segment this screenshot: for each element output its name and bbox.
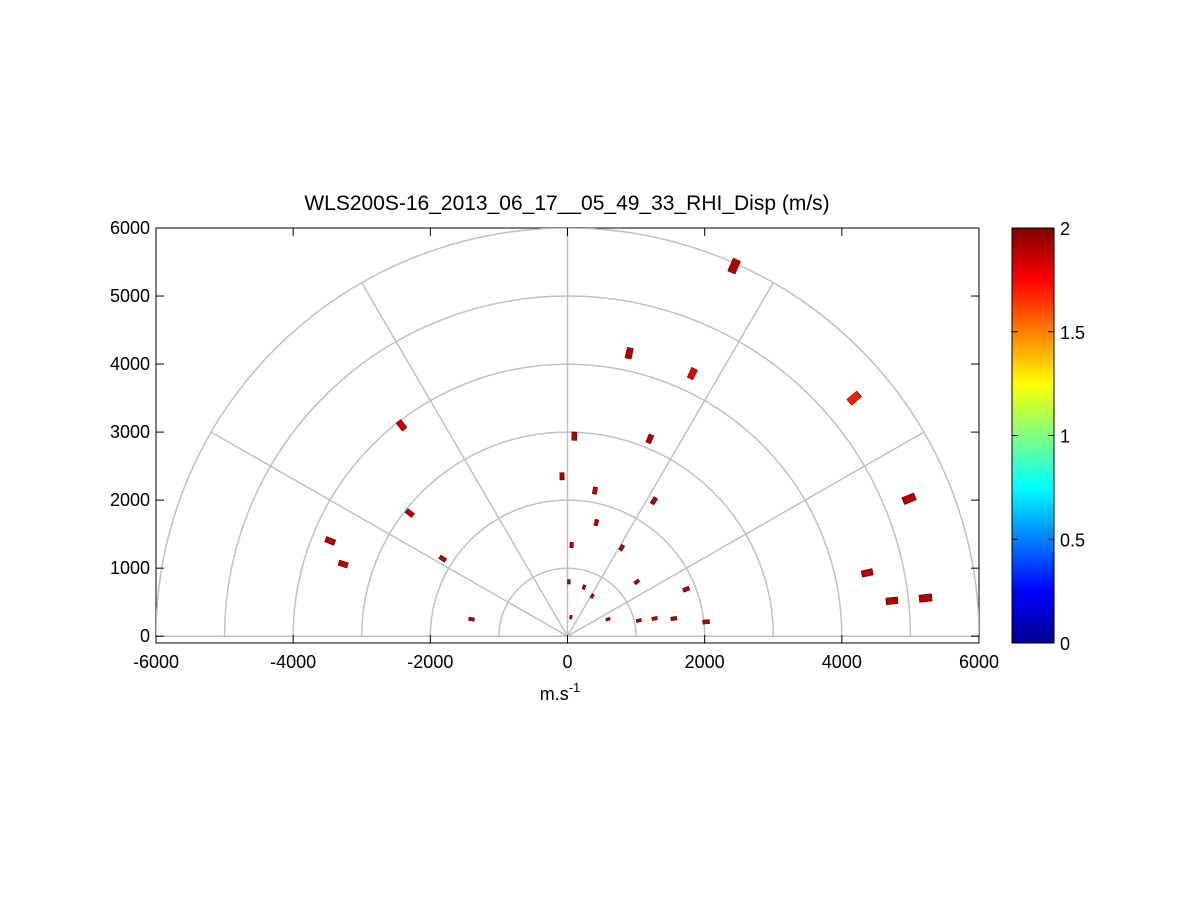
x-tick-label: -2000: [407, 652, 453, 672]
data-point: [846, 390, 862, 406]
data-point: [633, 578, 641, 586]
data-point: [569, 614, 573, 620]
colorbar-tick-label: 1: [1060, 427, 1070, 447]
data-point: [591, 486, 598, 495]
data-point: [901, 492, 917, 505]
data-point: [567, 579, 571, 585]
y-tick-label: 0: [140, 626, 150, 646]
x-tick-label: -4000: [270, 652, 316, 672]
data-point: [702, 619, 710, 625]
data-point: [885, 596, 899, 606]
data-point: [624, 346, 634, 360]
chart-title: WLS200S-16_2013_06_17__05_49_33_RHI_Disp…: [304, 192, 829, 215]
data-point: [686, 367, 698, 381]
data-point: [645, 433, 655, 445]
data-point: [682, 585, 691, 593]
data-point: [651, 616, 658, 621]
data-point: [438, 554, 448, 563]
colorbar-tick-label: 2: [1060, 219, 1070, 239]
data-point: [605, 616, 611, 622]
data-point: [468, 616, 475, 622]
x-axis-label: m.s-1: [540, 680, 581, 704]
data-point: [670, 615, 678, 622]
data-point: [559, 472, 565, 481]
x-tick-label: 4000: [822, 652, 862, 672]
data-point: [404, 508, 415, 518]
data-point: [593, 518, 600, 527]
data-point: [395, 419, 408, 432]
y-tick-label: 2000: [110, 490, 150, 510]
colorbar-ticks: 0 0.5 1 1.5 2: [1012, 219, 1085, 654]
colorbar-tick-label: 0.5: [1060, 530, 1085, 550]
y-tick-label: 3000: [110, 422, 150, 442]
y-tick-label: 6000: [110, 218, 150, 238]
data-point: [571, 431, 578, 441]
y-tick-label: 1000: [110, 558, 150, 578]
grid-spoke: [361, 282, 569, 637]
grid-spoke: [567, 431, 925, 637]
y-tick-label: 4000: [110, 354, 150, 374]
grid-spoke: [566, 282, 774, 637]
data-point: [569, 541, 574, 549]
axis-ticks: -6000 -4000 -2000 0 2000 4000 6000 0 1000 2000 300…: [110, 218, 999, 672]
x-tick-label: 0: [562, 652, 572, 672]
x-axis-label-superscript: -1: [569, 680, 581, 695]
data-marks: [324, 257, 933, 625]
data-point: [727, 257, 741, 275]
x-tick-label: 2000: [685, 652, 725, 672]
x-tick-label: 6000: [959, 652, 999, 672]
data-point: [324, 536, 337, 546]
data-point: [918, 593, 933, 603]
data-point: [581, 584, 587, 591]
x-tick-label: -6000: [133, 652, 179, 672]
colorbar-tick-label: 1.5: [1060, 323, 1085, 343]
data-point: [618, 544, 626, 552]
x-axis-label-base: m.s: [540, 684, 569, 704]
data-point: [337, 559, 349, 569]
grid-spoke: [210, 431, 568, 637]
colorbar: [1011, 227, 1055, 644]
data-point: [649, 496, 659, 506]
data-point: [860, 568, 874, 578]
data-point: [635, 618, 642, 623]
y-tick-label: 5000: [110, 286, 150, 306]
data-point: [589, 593, 595, 599]
colorbar-tick-label: 0: [1060, 634, 1070, 654]
